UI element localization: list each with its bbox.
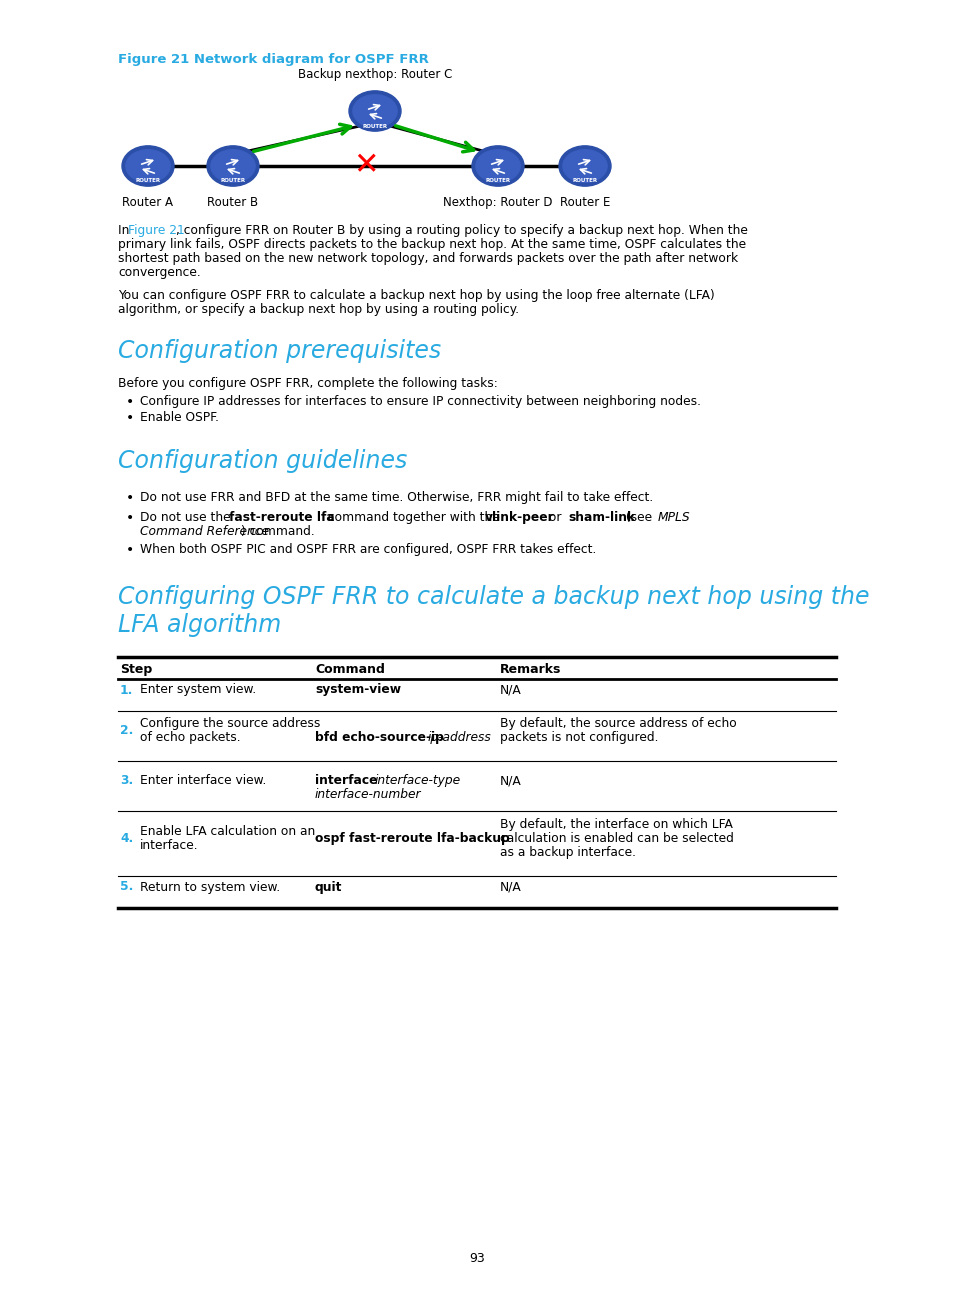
Text: Router B: Router B — [207, 196, 258, 209]
Text: By default, the source address of echo: By default, the source address of echo — [499, 718, 736, 731]
Text: ospf fast-reroute lfa-backup: ospf fast-reroute lfa-backup — [314, 832, 509, 845]
Text: interface-type: interface-type — [375, 774, 460, 787]
Text: ROUTER: ROUTER — [135, 179, 160, 184]
Text: •: • — [126, 491, 134, 505]
Text: Step: Step — [120, 664, 152, 677]
Ellipse shape — [122, 146, 173, 187]
Text: •: • — [126, 543, 134, 557]
Text: N/A: N/A — [499, 683, 521, 696]
Text: Enable LFA calculation on an: Enable LFA calculation on an — [140, 826, 314, 839]
Ellipse shape — [211, 150, 254, 183]
Text: (see: (see — [621, 511, 656, 524]
Text: ROUTER: ROUTER — [220, 179, 245, 184]
Text: Configuration prerequisites: Configuration prerequisites — [118, 340, 440, 363]
Text: command together with the: command together with the — [324, 511, 503, 524]
Ellipse shape — [558, 146, 610, 187]
Text: MPLS: MPLS — [657, 511, 690, 524]
Text: Before you configure OSPF FRR, complete the following tasks:: Before you configure OSPF FRR, complete … — [118, 377, 497, 390]
Text: 3.: 3. — [120, 775, 133, 788]
Text: calculation is enabled can be selected: calculation is enabled can be selected — [499, 832, 733, 845]
Text: 5.: 5. — [120, 880, 133, 893]
Text: , configure FRR on Router B by using a routing policy to specify a backup next h: , configure FRR on Router B by using a r… — [175, 224, 747, 237]
Text: Configure the source address: Configure the source address — [140, 718, 320, 731]
Text: Router A: Router A — [122, 196, 173, 209]
Text: Backup nexthop: Router C: Backup nexthop: Router C — [297, 67, 452, 80]
Text: 93: 93 — [469, 1252, 484, 1265]
Text: interface: interface — [314, 774, 381, 787]
Text: Configuration guidelines: Configuration guidelines — [118, 448, 407, 473]
Text: LFA algorithm: LFA algorithm — [118, 613, 281, 638]
Text: Do not use FRR and BFD at the same time. Otherwise, FRR might fail to take effec: Do not use FRR and BFD at the same time.… — [140, 491, 653, 504]
Text: Enter system view.: Enter system view. — [140, 683, 256, 696]
Ellipse shape — [353, 95, 396, 127]
Text: ) command.: ) command. — [241, 525, 314, 538]
Text: When both OSPF PIC and OSPF FRR are configured, OSPF FRR takes effect.: When both OSPF PIC and OSPF FRR are conf… — [140, 543, 596, 556]
Text: Figure 21 Network diagram for OSPF FRR: Figure 21 Network diagram for OSPF FRR — [118, 53, 429, 66]
Text: Figure 21: Figure 21 — [128, 224, 185, 237]
Text: primary link fails, OSPF directs packets to the backup next hop. At the same tim: primary link fails, OSPF directs packets… — [118, 238, 745, 251]
Text: as a backup interface.: as a backup interface. — [499, 846, 636, 859]
Text: ROUTER: ROUTER — [572, 179, 597, 184]
Text: •: • — [126, 511, 134, 525]
Ellipse shape — [126, 150, 170, 183]
Text: Configuring OSPF FRR to calculate a backup next hop using the: Configuring OSPF FRR to calculate a back… — [118, 584, 868, 609]
Text: •: • — [126, 411, 134, 425]
Text: vlink-peer: vlink-peer — [484, 511, 555, 524]
Text: shortest path based on the new network topology, and forwards packets over the p: shortest path based on the new network t… — [118, 251, 738, 264]
Text: Return to system view.: Return to system view. — [140, 880, 280, 893]
Text: packets is not configured.: packets is not configured. — [499, 731, 658, 744]
Text: Remarks: Remarks — [499, 664, 560, 677]
Text: sham-link: sham-link — [568, 511, 635, 524]
Text: •: • — [126, 395, 134, 410]
Text: system-view: system-view — [314, 683, 400, 696]
Text: Router E: Router E — [559, 196, 610, 209]
Text: Enable OSPF.: Enable OSPF. — [140, 411, 219, 424]
Text: convergence.: convergence. — [118, 266, 200, 279]
Text: N/A: N/A — [499, 775, 521, 788]
Text: bfd echo-source-ip: bfd echo-source-ip — [314, 731, 448, 744]
Text: ip-address: ip-address — [428, 731, 492, 744]
Text: Nexthop: Router D: Nexthop: Router D — [443, 196, 552, 209]
Text: In: In — [118, 224, 133, 237]
Text: Enter interface view.: Enter interface view. — [140, 775, 266, 788]
Text: interface.: interface. — [140, 839, 198, 851]
Text: ROUTER: ROUTER — [362, 123, 387, 128]
Text: Command Reference: Command Reference — [140, 525, 269, 538]
Ellipse shape — [472, 146, 523, 187]
Text: ✕: ✕ — [353, 152, 377, 180]
Ellipse shape — [349, 91, 400, 131]
Text: ROUTER: ROUTER — [485, 179, 510, 184]
Text: fast-reroute lfa: fast-reroute lfa — [229, 511, 335, 524]
Ellipse shape — [476, 150, 519, 183]
Ellipse shape — [207, 146, 258, 187]
Text: Command: Command — [314, 664, 384, 677]
Text: algorithm, or specify a backup next hop by using a routing policy.: algorithm, or specify a backup next hop … — [118, 303, 518, 316]
Text: 2.: 2. — [120, 724, 133, 737]
Text: quit: quit — [314, 880, 342, 893]
Text: N/A: N/A — [499, 880, 521, 893]
Ellipse shape — [562, 150, 606, 183]
Text: of echo packets.: of echo packets. — [140, 731, 240, 744]
Text: or: or — [544, 511, 564, 524]
Text: Configure IP addresses for interfaces to ensure IP connectivity between neighbor: Configure IP addresses for interfaces to… — [140, 395, 700, 408]
Text: You can configure OSPF FRR to calculate a backup next hop by using the loop free: You can configure OSPF FRR to calculate … — [118, 289, 714, 302]
Text: 4.: 4. — [120, 832, 133, 845]
Text: Do not use the: Do not use the — [140, 511, 234, 524]
Text: 1.: 1. — [120, 683, 133, 696]
Text: interface-number: interface-number — [314, 788, 421, 801]
Text: By default, the interface on which LFA: By default, the interface on which LFA — [499, 818, 732, 831]
